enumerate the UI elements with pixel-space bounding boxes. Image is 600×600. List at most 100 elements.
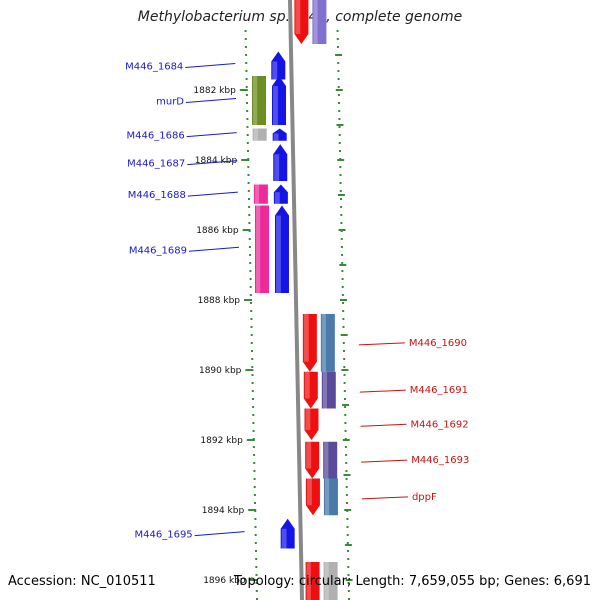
left-guide-dot	[254, 518, 257, 520]
right-guide-dot	[341, 262, 344, 264]
right-guide-dot	[343, 366, 346, 368]
right-guide-dot	[347, 582, 350, 584]
gene-label-plus: M446_1693	[411, 455, 469, 466]
axis-tick	[244, 299, 252, 301]
cog-box-minus	[253, 184, 268, 204]
left-guide-dot	[253, 470, 256, 472]
right-guide-dot	[340, 238, 343, 240]
right-guide-dot	[344, 422, 347, 424]
gene-arrow-minus	[274, 205, 289, 293]
left-guide-dot	[252, 414, 255, 416]
left-guide-dot	[250, 302, 252, 304]
left-guide-dot	[255, 574, 258, 576]
right-guide-dot	[342, 326, 345, 328]
right-guide-dot	[346, 542, 349, 544]
axis-tick-right	[342, 439, 350, 441]
accession-line: Accession: NC_010511	[8, 574, 156, 589]
gene-arrow-minus-shine	[273, 133, 279, 141]
left-guide-dot	[246, 102, 248, 104]
left-guide-dot	[245, 78, 248, 80]
gene-label-minus: M446_1689	[129, 245, 187, 256]
right-guide-dot	[344, 406, 347, 408]
right-guide-dot	[337, 78, 340, 80]
right-guide-dot	[341, 278, 344, 280]
left-guide-dot	[246, 134, 249, 136]
left-guide-dot	[245, 94, 248, 96]
accession-label: Accession:	[8, 574, 77, 589]
right-guide-dot	[339, 174, 342, 176]
right-guide-dot	[342, 310, 345, 312]
right-guide-dot	[340, 246, 343, 248]
left-guide-dot	[250, 310, 253, 312]
gene-arrow-minus-shine	[275, 215, 281, 293]
gene-arrow-plus-partial-shine	[306, 562, 311, 600]
right-guide-dot	[337, 86, 340, 88]
right-guide-dot	[339, 150, 341, 152]
left-guide-dot	[245, 86, 248, 88]
cog-box-plus-partial-shine	[313, 0, 318, 44]
left-guide-dot	[249, 286, 252, 288]
axis-tick	[246, 439, 255, 441]
axis-tick-label: 1882 kbp	[193, 86, 236, 96]
right-guide-dot	[344, 398, 346, 400]
gene-label-line	[187, 160, 238, 166]
left-guide-dot	[246, 142, 249, 144]
right-guide-dot	[342, 302, 344, 304]
right-guide-dot	[340, 198, 342, 200]
cog-box-minus	[252, 76, 267, 125]
right-guide-dot	[336, 46, 339, 48]
topology-label: Topology:	[233, 574, 295, 589]
genes-value: 6,691	[553, 574, 591, 589]
gene-arrow-minus-shine	[274, 154, 280, 181]
axis-tick-label: 1890 kbp	[199, 366, 242, 376]
gene-label-minus: M446_1686	[127, 131, 185, 142]
left-guide-dot	[245, 62, 248, 64]
right-guide-dot	[346, 518, 349, 520]
left-guide-dot	[248, 238, 251, 240]
axis-tick-right	[335, 89, 343, 91]
left-guide-dot	[251, 382, 254, 384]
left-guide-dot	[251, 358, 254, 360]
right-guide-dot	[347, 566, 350, 568]
gene-arrow-plus-shine	[304, 371, 310, 399]
left-guide-dot	[246, 118, 249, 120]
gene-arrow-plus-shine	[306, 441, 312, 469]
left-guide-dot	[247, 150, 249, 152]
left-guide-dot	[247, 174, 250, 176]
gene-label-plus: M446_1690	[409, 338, 467, 349]
axis-tick-right	[338, 229, 346, 231]
right-guide-dot	[336, 30, 339, 32]
gene-arrow-plus	[303, 371, 318, 409]
gene-label-line	[359, 389, 406, 393]
cog-box-minus	[254, 205, 269, 293]
right-guide-dot	[343, 390, 346, 392]
axis-tick-right	[342, 404, 350, 406]
gene-label-line	[185, 63, 236, 68]
left-guide-dot	[251, 374, 254, 376]
axis-tick-label: 1894 kbp	[202, 506, 245, 516]
gene-arrow-plus	[305, 441, 320, 479]
axis-tick-right	[340, 299, 347, 301]
right-guide-dot	[336, 38, 339, 40]
gene-arrow-minus	[273, 144, 288, 181]
left-guide-dot	[247, 182, 250, 184]
right-guide-dot	[345, 494, 348, 496]
gene-label-line	[188, 246, 240, 252]
right-guide-dot	[342, 342, 345, 344]
left-guide-dot	[248, 246, 251, 248]
left-guide-dot	[252, 446, 255, 448]
right-guide-dot	[338, 134, 341, 136]
right-guide-dot	[338, 118, 341, 120]
gene-arrow-plus	[305, 478, 320, 516]
left-guide-dot	[244, 30, 247, 32]
gene-arrow-plus-shine	[303, 314, 309, 362]
gene-arrow-plus-partial-shine	[295, 0, 301, 34]
cog-box-plus-shine	[324, 441, 329, 479]
gene-arrow-minus-shine	[274, 192, 280, 204]
right-guide-dot	[341, 270, 344, 272]
gene-label-line	[358, 342, 405, 346]
right-guide-dot	[340, 214, 343, 216]
left-guide-dot	[248, 206, 251, 208]
right-guide-dot	[347, 558, 350, 560]
